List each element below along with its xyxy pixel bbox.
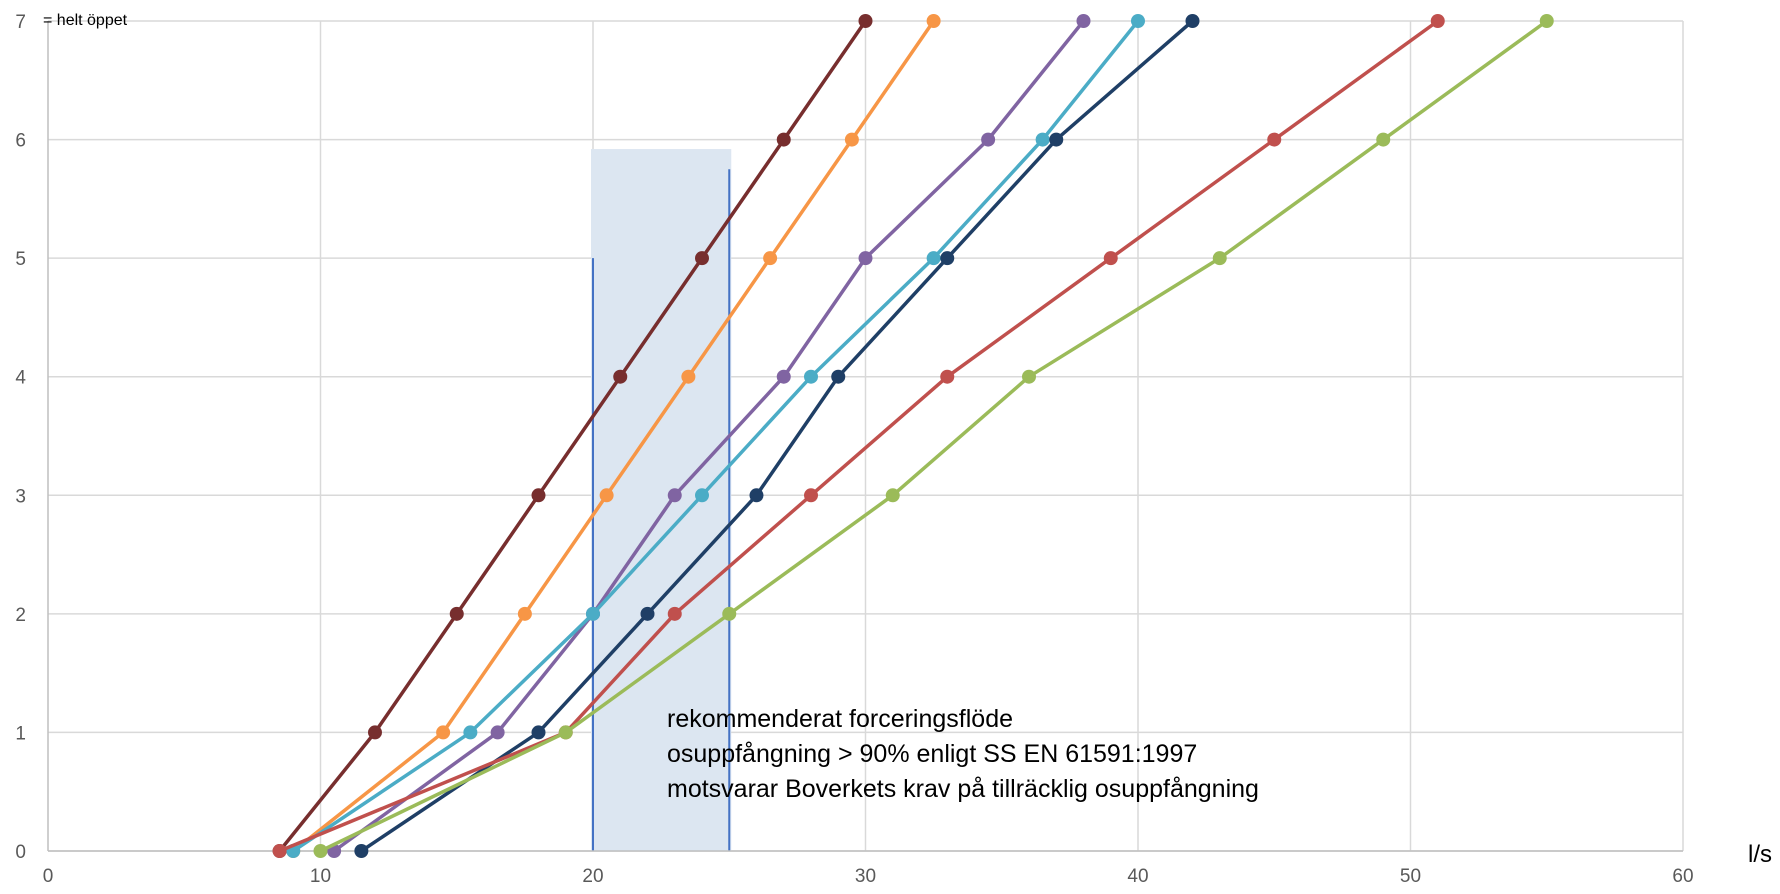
annotation-line-3: motsvarar Boverkets krav på tillräcklig …	[667, 775, 1259, 803]
data-point	[940, 369, 955, 384]
data-point	[272, 844, 287, 858]
data-point	[1076, 14, 1091, 28]
y-tick-label: 7	[15, 12, 26, 33]
data-point	[844, 132, 859, 147]
data-point	[1267, 132, 1282, 147]
series-line	[278, 19, 1439, 853]
data-point	[858, 14, 873, 28]
data-point	[749, 488, 764, 503]
y-tick-label: 2	[15, 605, 26, 626]
x-tick-label: 30	[855, 866, 876, 887]
data-point	[776, 132, 791, 147]
series-line	[319, 19, 1548, 853]
data-point	[667, 488, 682, 503]
data-point	[804, 488, 818, 503]
x-tick-label: 60	[1672, 866, 1693, 887]
series-5	[272, 14, 1445, 858]
data-point	[1103, 251, 1118, 266]
y-tick-label: 6	[15, 131, 26, 152]
data-point	[1539, 14, 1554, 28]
series-group	[272, 14, 1554, 858]
data-point	[804, 369, 818, 384]
data-point	[558, 725, 573, 740]
data-point	[831, 369, 846, 384]
x-tick-label: 40	[1127, 866, 1148, 887]
data-point	[586, 606, 600, 621]
data-point	[368, 725, 382, 740]
x-tick-label: 20	[582, 866, 603, 887]
data-point	[1430, 14, 1445, 28]
data-point	[613, 369, 628, 384]
data-point	[354, 844, 369, 858]
series-2	[327, 14, 1091, 858]
data-point	[1022, 369, 1036, 384]
series-line	[292, 20, 936, 853]
recommended-range-band	[591, 149, 732, 852]
data-point	[517, 606, 532, 621]
x-tick-label: 0	[43, 866, 54, 887]
data-point	[681, 369, 696, 384]
series-4	[354, 14, 1200, 858]
data-point	[436, 725, 451, 740]
data-point	[1376, 132, 1391, 147]
data-point	[463, 725, 478, 740]
data-point	[490, 725, 505, 740]
y-tick-label: 4	[15, 368, 26, 389]
series-line	[360, 19, 1194, 853]
recommended-range-rect	[591, 149, 732, 852]
data-point	[1131, 14, 1145, 28]
annotation-box-text: rekommenderat forceringsflöde osuppfångn…	[667, 705, 1259, 803]
series-3	[286, 14, 1145, 858]
data-point	[926, 251, 941, 266]
data-point	[1185, 14, 1200, 28]
data-point	[885, 488, 900, 503]
annotation-line-2: osuppfångning > 90% enligt SS EN 61591:1…	[667, 740, 1197, 768]
series-line	[333, 19, 1085, 853]
y-tick-label: 1	[15, 723, 26, 744]
data-point	[722, 606, 737, 621]
data-point	[1049, 132, 1064, 147]
x-tick-label: 10	[310, 866, 331, 887]
data-point	[599, 488, 614, 503]
data-point	[449, 606, 464, 621]
data-point	[531, 725, 546, 740]
data-point	[1212, 251, 1227, 266]
series-line	[292, 19, 1140, 853]
data-point	[1035, 132, 1050, 147]
y-tick-label: 0	[15, 842, 26, 863]
x-axis-unit-label: l/s	[1748, 841, 1772, 868]
data-point	[940, 251, 955, 266]
data-point	[667, 606, 682, 621]
data-point	[776, 369, 791, 384]
data-point	[531, 488, 546, 503]
data-point	[695, 488, 709, 503]
top-note: = helt öppet	[43, 12, 128, 29]
y-tick-label: 3	[15, 486, 26, 507]
series-line	[278, 20, 867, 853]
data-point	[313, 844, 328, 858]
data-point	[926, 14, 941, 28]
data-point	[981, 132, 996, 147]
data-point	[640, 606, 655, 621]
tick-labels: 0 10 20 30 40 50 60 0 1 2 3 4 5 6 7	[15, 12, 1693, 887]
data-point	[858, 251, 873, 266]
data-point	[695, 251, 709, 266]
series-6	[313, 14, 1554, 858]
x-tick-label: 50	[1400, 866, 1421, 887]
annotation-line-1: rekommenderat forceringsflöde	[667, 705, 1013, 733]
data-point	[763, 251, 778, 266]
y-tick-label: 5	[15, 249, 26, 270]
